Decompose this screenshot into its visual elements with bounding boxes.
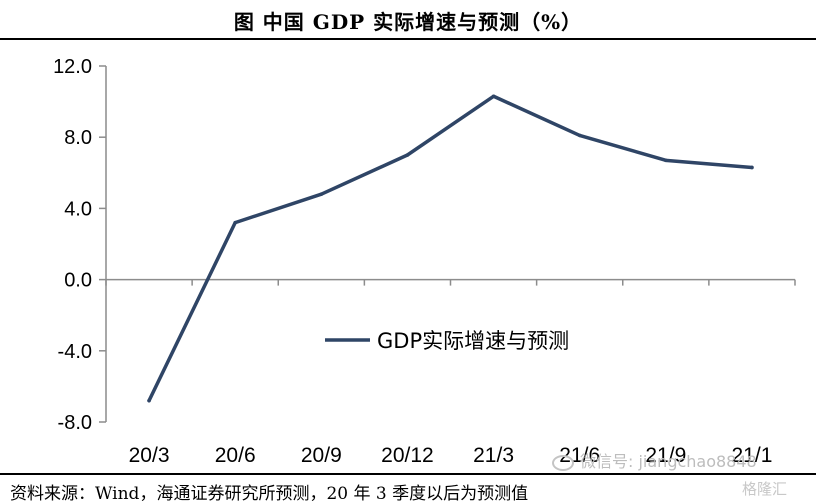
series-group — [147, 94, 754, 403]
chart-title: 图 中国 GDP 实际增速与预测（%） — [233, 10, 583, 34]
x-tick-label: 21/9 — [645, 444, 686, 467]
series-line — [147, 94, 754, 403]
gdp-line-chart: 12.0 8.0 4.0 0.0 -4.0 -8.0 20/3 20/6 20/9 20/12 2… — [53, 56, 796, 467]
title-bar: 图 中国 GDP 实际增速与预测（%） — [0, 0, 816, 40]
x-axis: 20/3 20/6 20/9 20/12 21/3 21/6 21/9 21/1 — [105, 278, 796, 467]
watermark-text: 微信号: jiangchao8848 — [580, 452, 757, 471]
data-point — [664, 158, 668, 163]
y-tick-label: 8.0 — [64, 127, 92, 149]
legend: GDP实际增速与预测 — [325, 329, 569, 353]
watermark-logo: 格隆汇 — [742, 480, 788, 498]
x-tick-label: 20/3 — [129, 444, 170, 467]
legend-label: GDP实际增速与预测 — [377, 329, 569, 353]
y-tick-label: 0.0 — [64, 270, 92, 292]
data-point — [233, 220, 237, 225]
x-tick-label: 20/6 — [215, 444, 256, 467]
data-point — [577, 133, 582, 138]
y-tick-label: -4.0 — [58, 341, 92, 363]
x-tick-label: 21/3 — [473, 444, 514, 467]
y-axis: 12.0 8.0 4.0 0.0 -4.0 -8.0 — [53, 56, 107, 434]
x-tick-label: 20/9 — [301, 444, 342, 467]
x-tick-label: 21/1 — [732, 444, 773, 467]
data-point — [319, 192, 324, 196]
y-tick-label: 12.0 — [53, 56, 92, 78]
source-bar: 资料来源：Wind，海通证券研究所预测，20 年 3 季度以后为预测值 — [0, 473, 816, 504]
source-note: 资料来源：Wind，海通证券研究所预测，20 年 3 季度以后为预测值 — [10, 484, 529, 504]
y-tick-label: 4.0 — [64, 198, 92, 220]
watermark: 微信号: jiangchao8848 — [552, 448, 757, 472]
data-point — [750, 165, 754, 170]
data-point — [491, 94, 496, 99]
data-point — [147, 398, 151, 403]
wechat-icon — [552, 454, 574, 471]
data-point — [405, 153, 410, 157]
x-tick-label: 20/12 — [381, 444, 434, 467]
y-tick-label: -8.0 — [58, 412, 92, 434]
